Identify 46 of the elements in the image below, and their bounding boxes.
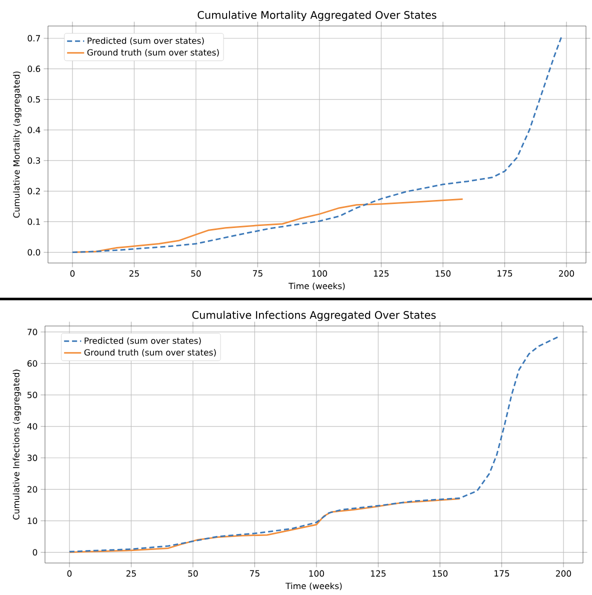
y-tick-label: 0.4 [28,126,40,134]
legend-label: Ground truth (sum over states) [87,49,219,57]
x-tick-label: 25 [129,270,139,277]
legend-label: Predicted (sum over states) [84,337,201,345]
chart-title: Cumulative Infections Aggregated Over States [192,310,436,321]
y-tick-label: 0.7 [28,35,40,42]
x-tick-label: 25 [126,570,136,577]
y-axis-title: Cumulative Mortality (aggregated) [13,72,22,218]
y-tick-label: 70 [28,328,38,336]
y-tick-label: 10 [28,518,38,524]
legend-label: Ground truth (sum over states) [84,349,216,357]
y-tick-label: 60 [27,360,38,367]
y-tick-label: 0.0 [28,249,40,256]
x-tick-label: 0 [70,270,75,277]
x-tick-label: 100 [309,570,324,577]
x-tick-label: 150 [432,570,448,577]
y-tick-label: 0.6 [28,66,40,72]
x-tick-label: 175 [498,270,512,277]
x-axis-title: Time (weeks) [288,282,345,290]
legend-label: Predicted (sum over states) [88,37,204,45]
x-tick-label: 50 [188,570,198,577]
y-tick-label: 0.5 [28,96,40,103]
y-tick-label: 20 [28,486,38,493]
x-tick-label: 200 [556,570,572,577]
y-axis-title: Cumulative Infections (aggregated) [12,370,22,520]
x-tick-label: 0 [67,570,72,577]
y-tick-label: 30 [28,454,38,462]
chart-title: Cumulative Mortality Aggregated Over States [198,10,436,21]
y-tick-label: 50 [28,392,38,398]
line-series [68,498,460,554]
x-tick-label: 150 [436,270,451,277]
y-tick-label: 0.3 [28,157,40,164]
x-tick-label: 175 [494,570,510,577]
x-tick-label: 125 [371,570,386,577]
line-series [68,336,560,552]
x-tick-label: 100 [312,270,328,277]
x-tick-label: 75 [250,570,260,577]
y-tick-label: 0 [32,549,38,556]
y-tick-label: 0.1 [28,218,40,225]
x-tick-label: 125 [374,270,389,277]
x-tick-label: 200 [558,270,574,277]
y-tick-label: 40 [27,423,38,430]
y-tick-label: 0.2 [28,188,40,194]
x-tick-label: 75 [252,270,262,277]
x-axis-title: Time (weeks) [286,582,342,590]
x-tick-label: 50 [191,270,201,277]
